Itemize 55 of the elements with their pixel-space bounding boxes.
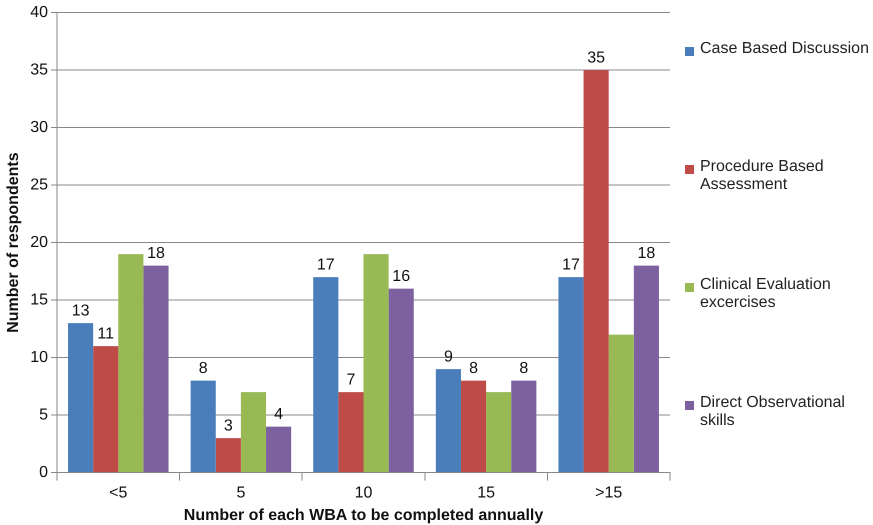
legend-label: Case Based Discussion [700,40,869,58]
x-tick-label: >15 [595,484,622,502]
bar [143,266,169,472]
bar [608,334,634,472]
bar [486,392,512,472]
legend-label: Direct Observational skills [700,394,846,430]
data-label: 4 [274,406,284,424]
bar [558,277,584,472]
bar [240,392,266,472]
data-label: 11 [97,326,114,343]
bar [190,380,216,472]
y-tick-label: 25 [30,176,48,194]
y-tick-label: 40 [30,4,48,22]
bar [266,426,292,472]
bar [436,369,461,472]
data-label: 3 [224,418,233,435]
x-tick-label: 10 [354,484,372,502]
data-label: 13 [72,302,90,320]
legend-label: Procedure Based Assessment [700,158,825,194]
y-tick-label: 35 [30,62,48,79]
bar [68,323,94,472]
bar [338,392,364,472]
bar [93,346,118,472]
data-label: 8 [198,360,208,378]
data-label: 18 [147,245,165,262]
x-tick-label: <5 [109,484,128,502]
y-tick-label: 5 [39,406,48,424]
bar [511,380,536,472]
data-label: 8 [469,360,478,378]
data-label: 8 [519,360,528,378]
legend-label: Clinical Evaluation excercises [700,276,832,312]
bar [313,277,338,472]
y-tick-label: 10 [30,349,48,366]
data-label: 35 [587,50,606,67]
x-tick-label: 5 [236,484,246,502]
y-tick-label: 0 [39,464,48,482]
data-label: 16 [392,268,410,286]
y-tick-label: 30 [30,119,48,136]
bar [118,254,144,472]
bar [216,438,241,472]
bar [364,254,389,472]
y-axis-title: Number of respondents [5,152,22,333]
data-label: 17 [316,256,335,274]
bar [460,380,486,472]
data-label: 9 [444,348,453,366]
data-label: 17 [562,256,580,274]
bar [634,266,659,472]
x-axis-title: Number of each WBA to be completed annually [184,506,544,524]
bar [388,288,414,472]
y-tick-label: 20 [30,234,48,252]
data-label: 7 [346,372,356,389]
y-tick-label: 15 [30,292,48,309]
x-tick-label: 15 [477,484,496,502]
data-label: 18 [638,245,656,262]
bar [584,70,609,472]
